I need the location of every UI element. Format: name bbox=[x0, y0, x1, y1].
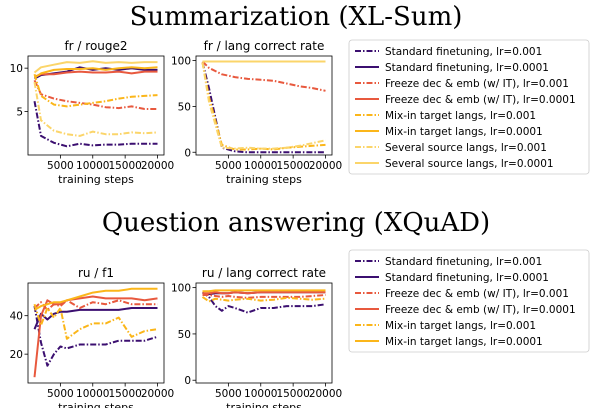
legend-entry: Standard finetuning, lr=0.0001 bbox=[385, 272, 549, 284]
chart-title: fr / rouge2 bbox=[64, 39, 127, 53]
x-tick-label: 10000 bbox=[244, 388, 277, 400]
legend-entry: Standard finetuning, lr=0.001 bbox=[385, 46, 542, 58]
x-tick-label: 5000 bbox=[47, 388, 74, 400]
x-axis-label: training steps bbox=[226, 401, 302, 408]
section-title-summarization: Summarization (XL-Sum) bbox=[129, 2, 463, 32]
series-line-0 bbox=[33, 101, 158, 148]
x-tick-label: 5000 bbox=[215, 160, 242, 172]
x-axis-label: training steps bbox=[226, 173, 302, 186]
legend-entry: Freeze dec & emb (w/ IT), lr=0.0001 bbox=[385, 304, 576, 316]
legend-entry: Several source langs, lr=0.0001 bbox=[385, 158, 554, 170]
series-lines bbox=[201, 60, 326, 154]
plot-frame bbox=[195, 55, 333, 156]
series-lines bbox=[33, 287, 158, 378]
legend-entry: Freeze dec & emb (w/ IT), lr=0.0001 bbox=[385, 94, 576, 106]
chart-panel-3: ru / lang correct rate 5000 10000150002000… bbox=[171, 266, 342, 408]
legend-entry: Several source langs, lr=0.001 bbox=[385, 142, 547, 154]
y-tick-label: 50 bbox=[178, 101, 191, 113]
chart-panel-1: fr / lang correct rate 5000 10000150002000… bbox=[171, 39, 342, 186]
legend-frame bbox=[348, 249, 590, 353]
x-tick-label: 20000 bbox=[309, 388, 342, 400]
series-line-2 bbox=[33, 299, 158, 311]
series-line-2 bbox=[33, 79, 158, 110]
series-line-2 bbox=[201, 60, 326, 92]
series-line-5 bbox=[33, 287, 158, 311]
series-line-5 bbox=[202, 289, 326, 293]
series-lines bbox=[33, 60, 158, 148]
x-tick-label: 10000 bbox=[76, 388, 109, 400]
y-tick-label: 100 bbox=[171, 283, 191, 295]
x-tick-label: 20000 bbox=[141, 388, 174, 400]
y-tick-label: 5 bbox=[16, 107, 23, 119]
series-line-3 bbox=[34, 70, 158, 78]
y-tick-label: 40 bbox=[10, 311, 23, 323]
chart-title: ru / lang correct rate bbox=[202, 266, 326, 280]
series-line-4 bbox=[201, 296, 326, 303]
series-line-6 bbox=[201, 62, 326, 150]
plot-frame bbox=[27, 55, 165, 156]
y-tick-label: 20 bbox=[10, 349, 23, 361]
series-line-4 bbox=[33, 73, 158, 108]
legend-0: Standard finetuning, lr=0.001 Standard fi… bbox=[348, 39, 590, 175]
series-line-7 bbox=[33, 60, 158, 74]
legend-entry: Mix-in target langs, lr=0.0001 bbox=[385, 126, 543, 138]
x-axis-label: training steps bbox=[58, 401, 134, 408]
x-tick-label: 5000 bbox=[47, 160, 74, 172]
y-tick-label: 0 bbox=[184, 147, 191, 159]
legend-entry: Freeze dec & emb (w/ IT), lr=0.001 bbox=[385, 78, 569, 90]
legend-1: Standard finetuning, lr=0.001 Standard fi… bbox=[348, 249, 590, 353]
series-lines bbox=[201, 289, 326, 314]
plot-frame bbox=[195, 282, 333, 384]
series-line-4 bbox=[33, 303, 158, 340]
y-tick-label: 0 bbox=[184, 375, 191, 387]
series-line-0 bbox=[33, 305, 158, 367]
y-tick-label: 50 bbox=[178, 329, 191, 341]
x-axis-label: training steps bbox=[58, 173, 134, 186]
x-tick-label: 15000 bbox=[108, 160, 141, 172]
section-title-question-answering: Question answering (XQuAD) bbox=[101, 208, 491, 238]
legend-entry: Mix-in target langs, lr=0.001 bbox=[385, 320, 536, 332]
x-tick-label: 15000 bbox=[108, 388, 141, 400]
series-line-0 bbox=[201, 291, 326, 314]
x-tick-label: 20000 bbox=[141, 160, 174, 172]
series-line-0 bbox=[201, 62, 326, 154]
y-tick-label: 10 bbox=[10, 63, 23, 75]
legend-entry: Freeze dec & emb (w/ IT), lr=0.001 bbox=[385, 288, 569, 300]
x-tick-label: 20000 bbox=[309, 160, 342, 172]
legend-frame bbox=[348, 39, 590, 175]
plot-frame bbox=[27, 282, 165, 384]
x-tick-label: 10000 bbox=[244, 160, 277, 172]
series-line-3 bbox=[202, 291, 326, 295]
y-tick-label: 100 bbox=[171, 56, 191, 68]
x-tick-label: 10000 bbox=[76, 160, 109, 172]
series-line-5 bbox=[33, 66, 158, 79]
series-line-3 bbox=[33, 295, 158, 378]
series-line-2 bbox=[202, 294, 326, 299]
legend-entry: Standard finetuning, lr=0.001 bbox=[385, 256, 542, 268]
chart-title: ru / f1 bbox=[78, 266, 114, 280]
series-line-6 bbox=[33, 81, 158, 137]
legend-entry: Standard finetuning, lr=0.0001 bbox=[385, 62, 549, 74]
x-tick-label: 5000 bbox=[215, 388, 242, 400]
chart-title: fr / lang correct rate bbox=[204, 39, 325, 53]
legend-entry: Mix-in target langs, lr=0.001 bbox=[385, 110, 536, 122]
x-tick-label: 15000 bbox=[276, 388, 309, 400]
series-line-1 bbox=[33, 307, 158, 330]
legend-entry: Mix-in target langs, lr=0.0001 bbox=[385, 336, 543, 348]
series-line-4 bbox=[201, 62, 326, 151]
x-tick-label: 15000 bbox=[276, 160, 309, 172]
